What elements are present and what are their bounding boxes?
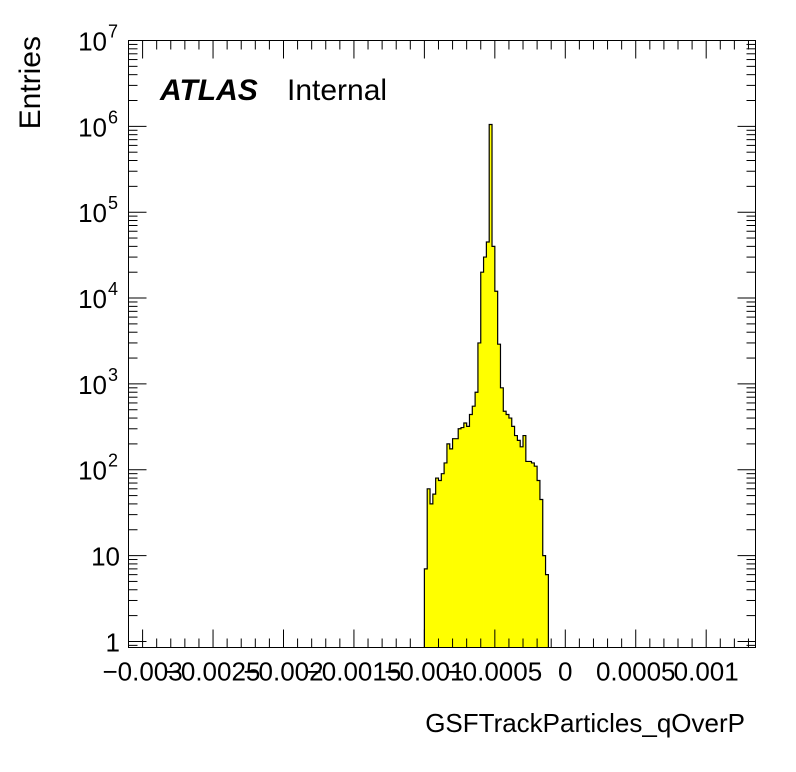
y-tick-label: 10 bbox=[78, 370, 107, 400]
histogram-bar bbox=[492, 246, 496, 648]
x-tick-label: −0.0015 bbox=[307, 657, 402, 687]
histogram-bar bbox=[503, 411, 507, 648]
histogram-bar bbox=[449, 448, 453, 648]
histogram-bar bbox=[432, 494, 437, 648]
y-tick-label: 10 bbox=[78, 112, 107, 142]
histogram-bar bbox=[435, 478, 439, 648]
histogram-bar bbox=[427, 488, 431, 648]
histogram-bar bbox=[455, 438, 459, 648]
histogram-bar bbox=[514, 435, 518, 648]
x-tick-label: 0 bbox=[558, 657, 572, 687]
histogram-bar bbox=[480, 272, 484, 648]
x-tick-label: 0.001 bbox=[674, 657, 739, 687]
histogram-bar bbox=[466, 426, 470, 648]
y-tick-label: 1 bbox=[106, 627, 120, 657]
histogram-bars bbox=[423, 123, 549, 648]
x-axis-label: GSFTrackParticles_qOverP bbox=[425, 708, 745, 738]
histogram-bar bbox=[469, 414, 473, 648]
y-tick-exponent: 6 bbox=[108, 107, 118, 127]
histogram-bar bbox=[523, 435, 527, 648]
histogram-bar bbox=[494, 291, 499, 648]
y-tick-label: 10 bbox=[78, 456, 107, 486]
x-tick-label: −0.0005 bbox=[447, 657, 542, 687]
histogram-bar bbox=[446, 443, 451, 648]
y-tick-exponent: 4 bbox=[108, 279, 118, 299]
histogram-bar bbox=[528, 461, 532, 648]
x-tick-label: 0.0005 bbox=[596, 657, 676, 687]
histogram-bar bbox=[497, 344, 501, 648]
histogram-bar bbox=[489, 124, 493, 648]
histogram-bar bbox=[520, 446, 524, 648]
y-tick-exponent: 3 bbox=[108, 365, 118, 385]
y-axis-label: Entries bbox=[14, 36, 47, 129]
histogram-outline bbox=[423, 123, 549, 648]
histogram-bar bbox=[486, 241, 490, 648]
x-tick-label: −0.0025 bbox=[166, 657, 261, 687]
histogram-bar bbox=[441, 473, 445, 648]
histogram-bar bbox=[525, 461, 530, 648]
y-tick-label: 10 bbox=[91, 542, 120, 572]
x-tick-label: −0.003 bbox=[102, 657, 182, 687]
y-tick-exponent: 5 bbox=[108, 193, 118, 213]
y-tick-label: 10 bbox=[78, 198, 107, 228]
histogram-bar bbox=[542, 555, 546, 648]
histogram-bar bbox=[534, 466, 538, 648]
histogram-bar bbox=[461, 427, 465, 648]
histogram-bar bbox=[475, 392, 479, 648]
histogram-bar bbox=[424, 568, 428, 648]
histogram-bar bbox=[458, 428, 462, 648]
y-tick-label: 10 bbox=[78, 284, 107, 314]
histogram-bar bbox=[531, 462, 535, 648]
histogram-bar bbox=[517, 440, 521, 648]
histogram-bar bbox=[452, 438, 456, 648]
y-tick-exponent: 7 bbox=[108, 22, 118, 42]
atlas-internal-label: Internal bbox=[287, 74, 387, 107]
histogram-bar bbox=[537, 480, 541, 648]
atlas-label: ATLAS bbox=[159, 74, 258, 107]
y-tick-label: 10 bbox=[78, 27, 107, 57]
histogram-bar bbox=[472, 406, 476, 648]
histogram-bar bbox=[430, 503, 434, 648]
histogram-bar bbox=[545, 574, 549, 648]
histogram-bar bbox=[477, 342, 482, 648]
plot-frame bbox=[128, 40, 756, 648]
y-tick-exponent: 2 bbox=[108, 451, 118, 471]
axis-ticks bbox=[128, 40, 756, 648]
histogram-bar bbox=[438, 480, 442, 648]
histogram-bar bbox=[483, 257, 487, 648]
histogram-bar bbox=[500, 387, 504, 648]
histogram-bar bbox=[444, 462, 448, 648]
histogram-bar bbox=[508, 418, 513, 648]
histogram-bar bbox=[506, 414, 510, 648]
histogram-bar bbox=[539, 499, 544, 648]
histogram-bar bbox=[463, 423, 468, 648]
tick-labels: −0.003−0.0025−0.002−0.0015−0.001−0.0005 0… bbox=[78, 22, 739, 687]
x-tick-label: −0.001 bbox=[384, 657, 464, 687]
x-tick-label: −0.002 bbox=[243, 657, 323, 687]
histogram-bar bbox=[511, 426, 515, 648]
